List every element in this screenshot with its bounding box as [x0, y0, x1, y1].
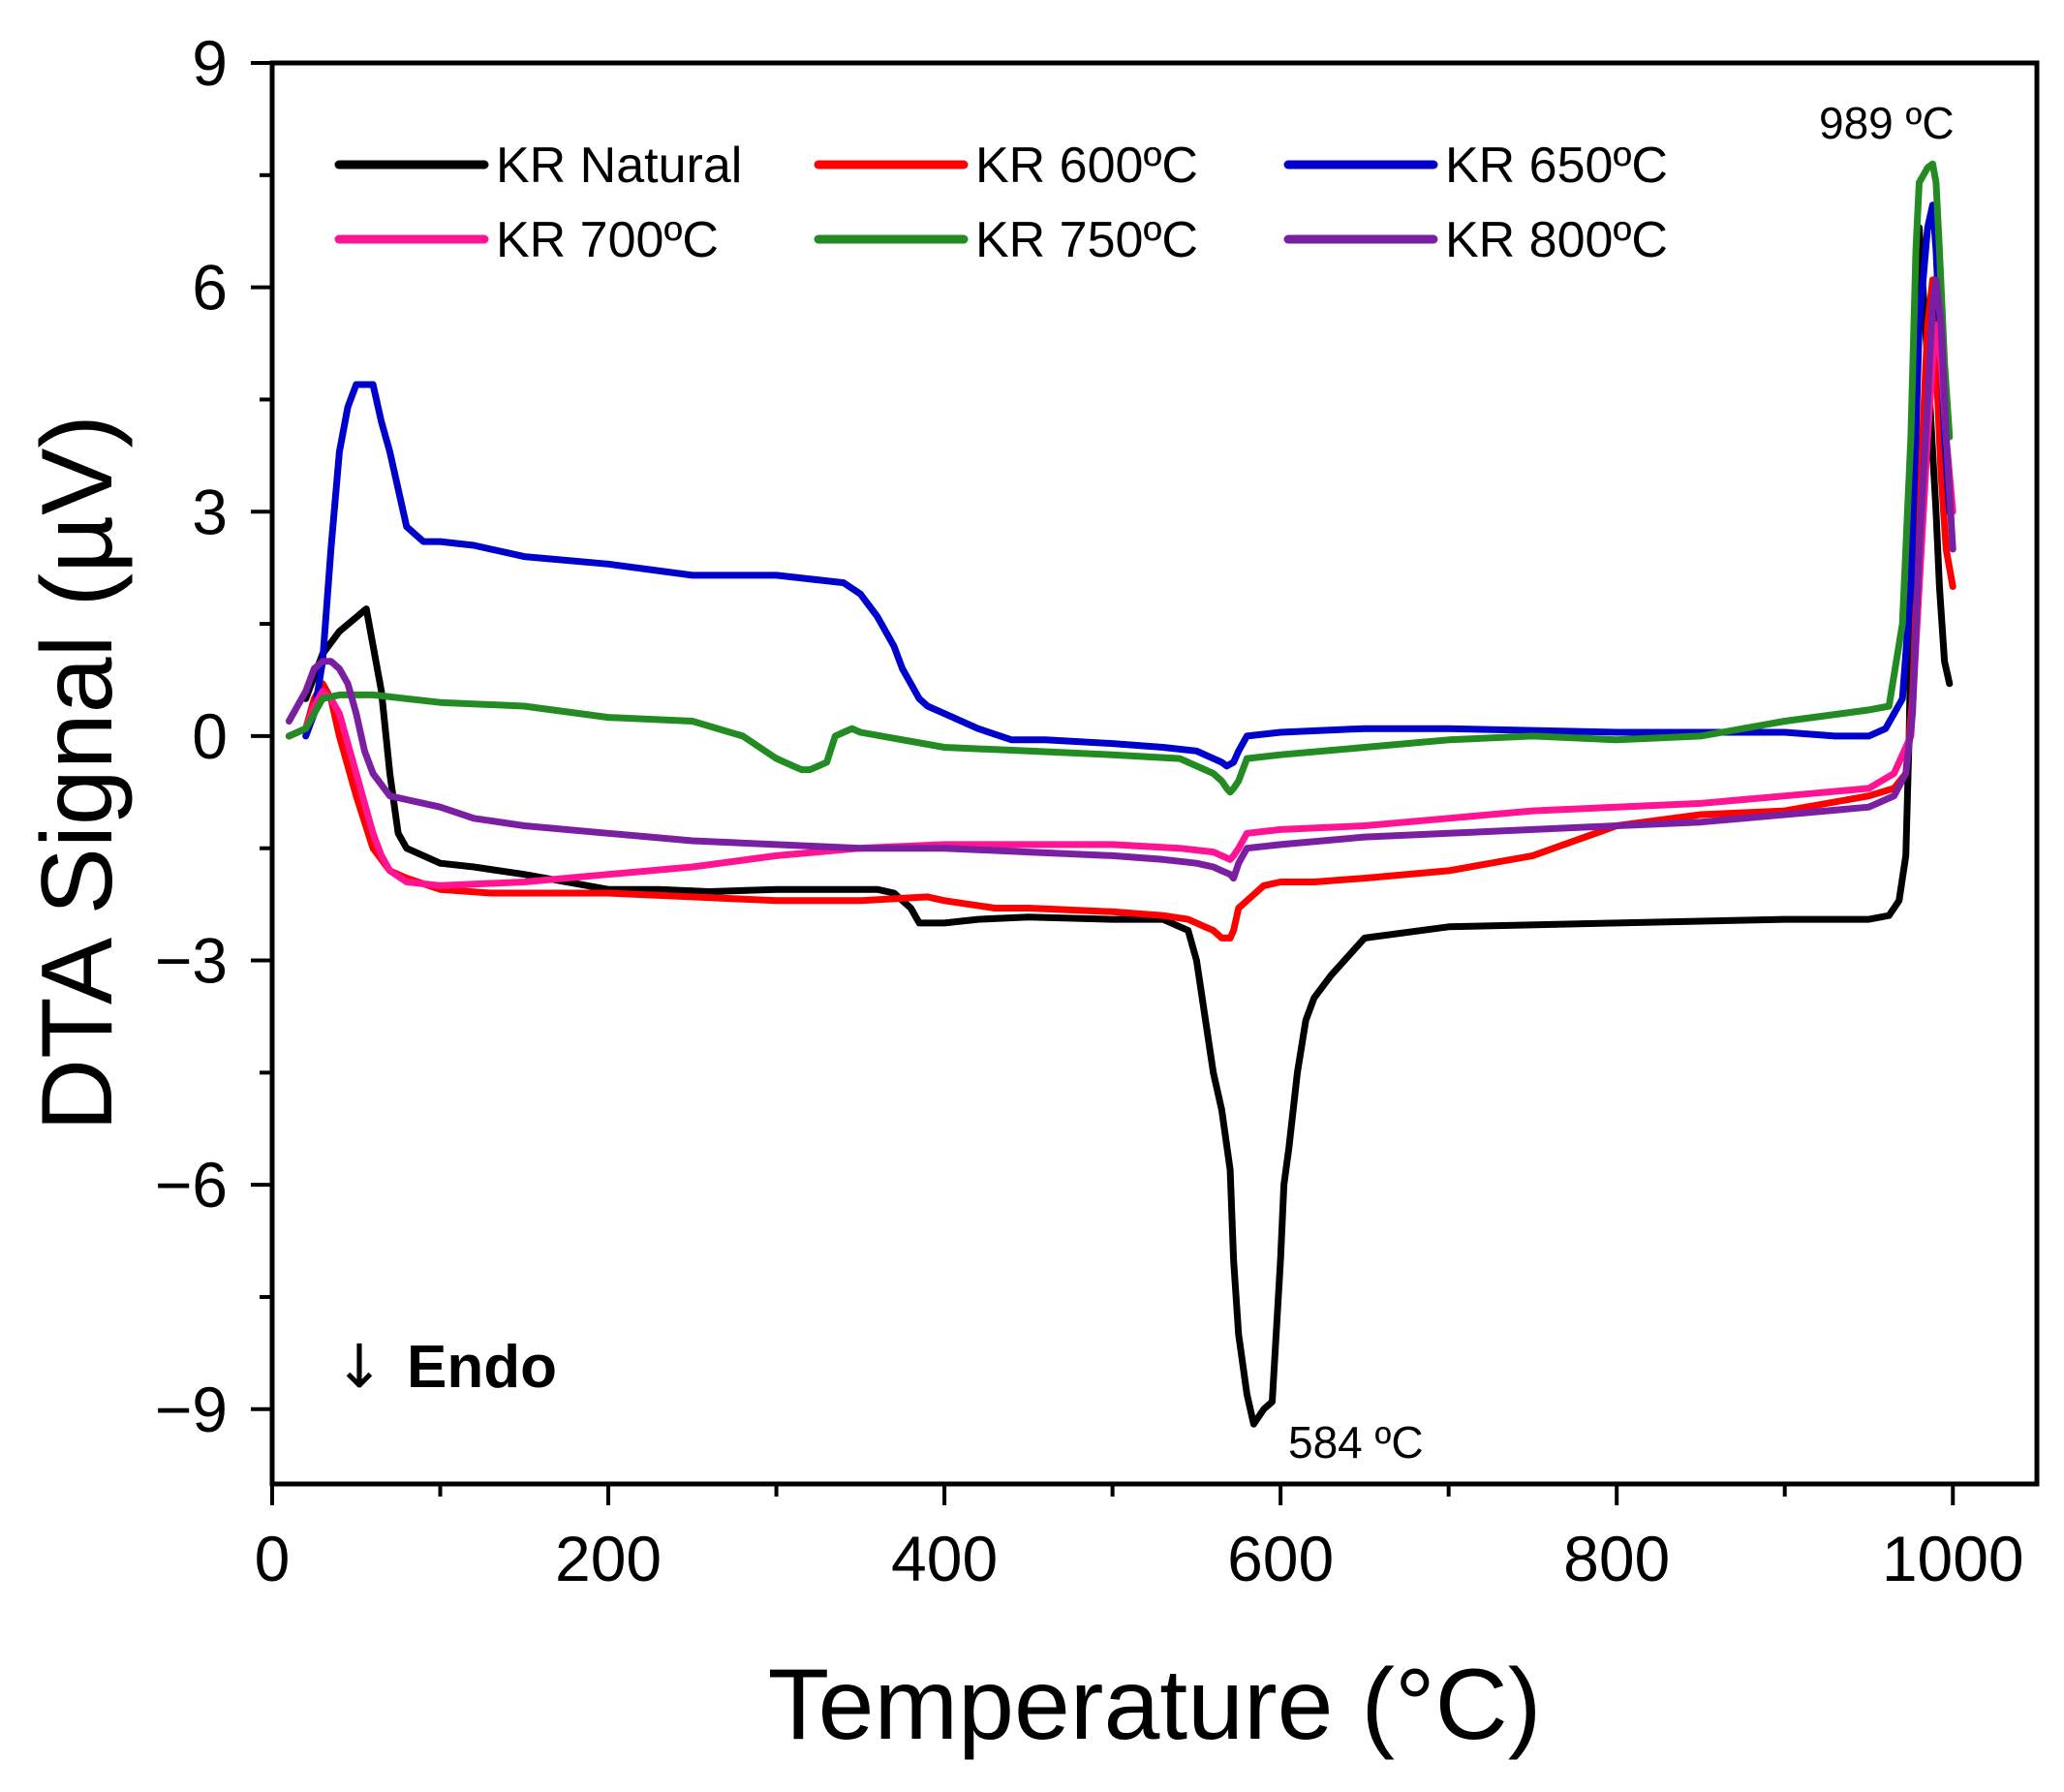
endo-arrow-icon: ↓ — [334, 1331, 385, 1402]
legend-label: KR 650ºC — [1445, 138, 1668, 194]
x-tick-label: 1000 — [1882, 1523, 2024, 1594]
axes: 0 200 400 600 800 1000 −9 −6 −3 0 3 6 9 — [155, 27, 2024, 1594]
x-axis-title: Temperature (°C) — [768, 1649, 1542, 1761]
legend-label: KR 700ºC — [496, 212, 719, 268]
y-tick-label: 9 — [192, 27, 228, 99]
legend-label: KR 600ºC — [975, 138, 1198, 194]
series-line — [285, 160, 1954, 796]
peak-annotation-989: 989 ºC — [1819, 98, 1955, 148]
y-axis-title: DTA Signal (µV) — [21, 415, 134, 1131]
x-tick-label: 200 — [555, 1523, 662, 1594]
peak-annotation-584: 584 ºC — [1288, 1417, 1424, 1468]
y-tick-label: −9 — [155, 1374, 228, 1445]
legend: KR Natural KR 600ºC KR 650ºC KR 700ºC KR 750… — [334, 138, 1668, 268]
x-tick-label: 0 — [255, 1523, 291, 1594]
series-lines — [285, 160, 1956, 1428]
y-tick-label: −3 — [155, 925, 228, 997]
series-line — [285, 276, 1956, 882]
annotations: 989 ºC 584 ºC ↓ Endo — [334, 98, 1955, 1468]
y-tick-label: −6 — [155, 1149, 228, 1220]
x-tick-label: 600 — [1227, 1523, 1334, 1594]
series-line — [302, 224, 1954, 1428]
y-tick-label: 3 — [192, 476, 228, 547]
x-tick-label: 400 — [891, 1523, 998, 1594]
y-tick-label: 0 — [192, 700, 228, 772]
plot-frame — [269, 60, 2040, 1487]
series-line — [302, 201, 1954, 770]
legend-label: KR 800ºC — [1445, 212, 1668, 268]
endo-label: Endo — [407, 1334, 557, 1401]
x-tick-label: 800 — [1563, 1523, 1670, 1594]
legend-label: KR Natural — [496, 138, 742, 194]
legend-label: KR 750ºC — [975, 212, 1198, 268]
y-tick-label: 6 — [192, 252, 228, 324]
